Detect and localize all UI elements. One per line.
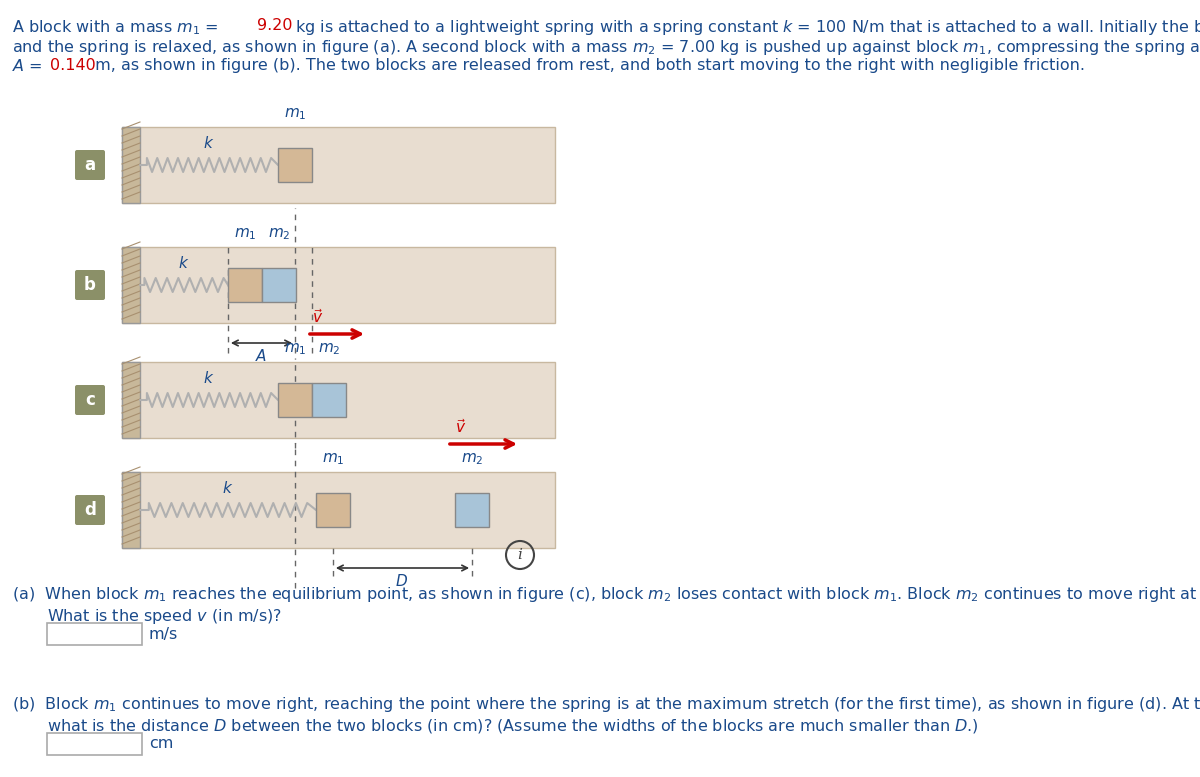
Text: 9.20: 9.20 xyxy=(257,18,293,33)
Text: c: c xyxy=(85,391,95,409)
Text: cm: cm xyxy=(149,737,173,751)
Text: b: b xyxy=(84,276,96,294)
Bar xyxy=(122,247,140,323)
Text: i: i xyxy=(517,548,522,562)
Text: $A$ =: $A$ = xyxy=(12,58,44,74)
Bar xyxy=(278,383,312,417)
Bar xyxy=(278,148,312,182)
Text: $m_1$: $m_1$ xyxy=(283,341,306,357)
Text: A block with a mass $m_1$ =: A block with a mass $m_1$ = xyxy=(12,18,221,37)
Bar xyxy=(455,493,490,527)
FancyBboxPatch shape xyxy=(74,495,106,525)
Bar xyxy=(122,362,140,438)
FancyBboxPatch shape xyxy=(74,270,106,300)
Text: $k$: $k$ xyxy=(203,370,215,386)
Bar xyxy=(122,127,140,203)
Text: $m_1$: $m_1$ xyxy=(283,106,306,122)
Bar xyxy=(228,268,262,302)
Text: $k$: $k$ xyxy=(203,135,215,151)
Text: (a)  When block $m_1$ reaches the equilibrium point, as shown in figure (c), blo: (a) When block $m_1$ reaches the equilib… xyxy=(12,585,1200,604)
Bar xyxy=(122,472,140,548)
Bar xyxy=(122,127,554,203)
Text: $m_2$: $m_2$ xyxy=(461,451,484,467)
Text: 0.140: 0.140 xyxy=(50,58,96,73)
Text: m, as shown in figure (b). The two blocks are released from rest, and both start: m, as shown in figure (b). The two block… xyxy=(90,58,1085,73)
Text: $k$: $k$ xyxy=(179,255,190,271)
Text: a: a xyxy=(84,156,96,174)
Bar xyxy=(312,383,346,417)
Bar xyxy=(122,247,554,323)
FancyBboxPatch shape xyxy=(74,150,106,180)
Text: $A$: $A$ xyxy=(254,348,268,364)
Bar xyxy=(122,472,554,548)
Bar xyxy=(262,268,296,302)
Text: $k$: $k$ xyxy=(222,480,234,496)
Text: What is the speed $v$ (in m/s)?: What is the speed $v$ (in m/s)? xyxy=(47,607,282,626)
Text: $m_2$: $m_2$ xyxy=(268,226,290,242)
Text: and the spring is relaxed, as shown in figure (a). A second block with a mass $m: and the spring is relaxed, as shown in f… xyxy=(12,38,1200,57)
Text: $\vec{v}$: $\vec{v}$ xyxy=(312,308,323,326)
Text: d: d xyxy=(84,501,96,519)
Text: $D$: $D$ xyxy=(396,573,408,589)
Text: what is the distance $D$ between the two blocks (in cm)? (Assume the widths of t: what is the distance $D$ between the two… xyxy=(47,717,979,735)
Bar xyxy=(122,362,554,438)
Text: $\vec{v}$: $\vec{v}$ xyxy=(455,418,467,436)
Text: $m_1$: $m_1$ xyxy=(322,451,344,467)
Text: $m_1$: $m_1$ xyxy=(234,226,257,242)
Bar xyxy=(47,733,142,755)
Text: m/s: m/s xyxy=(149,626,179,642)
Bar xyxy=(47,623,142,645)
Text: (b)  Block $m_1$ continues to move right, reaching the point where the spring is: (b) Block $m_1$ continues to move right,… xyxy=(12,695,1200,714)
Bar xyxy=(316,493,350,527)
FancyBboxPatch shape xyxy=(74,385,106,415)
Text: kg is attached to a lightweight spring with a spring constant $k$ = 100 N/m that: kg is attached to a lightweight spring w… xyxy=(290,18,1200,37)
Text: $m_2$: $m_2$ xyxy=(318,341,341,357)
